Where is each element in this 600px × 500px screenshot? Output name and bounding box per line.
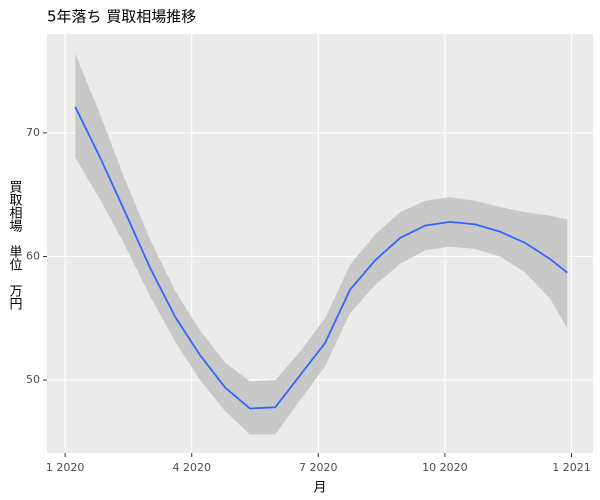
x-tick-label: 1 2020 [46, 461, 85, 474]
x-tick-label: 4 2020 [172, 461, 211, 474]
x-tick-label: 10 2020 [422, 461, 468, 474]
x-axis-title: 月 [313, 481, 326, 496]
confidence-band [75, 53, 568, 435]
chart-title: 5年落ち 買取相場推移 [47, 8, 196, 26]
y-tick-label: 60 [26, 249, 40, 262]
y-axis-title: 買取相場 単位 万円 [7, 180, 23, 310]
trend-line [74, 106, 568, 410]
x-tick-label: 1 2021 [552, 461, 591, 474]
y-tick-label: 70 [26, 126, 40, 139]
y-tick-label: 50 [26, 373, 40, 386]
x-tick-label: 7 2020 [299, 461, 338, 474]
